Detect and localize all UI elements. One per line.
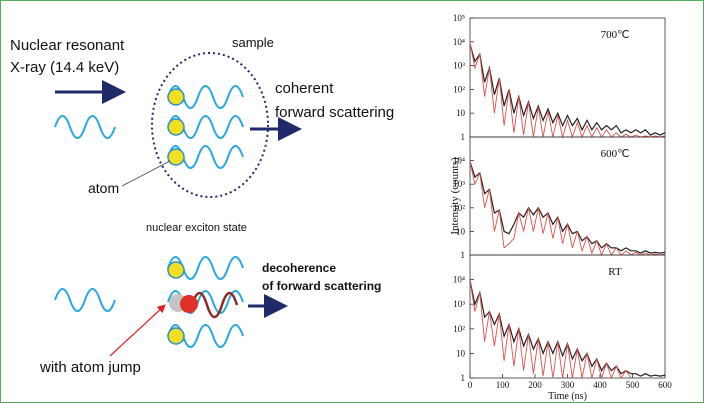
leader-line xyxy=(121,160,171,187)
y-tick-label: 10 xyxy=(456,108,466,118)
y-tick-label: 10⁴ xyxy=(453,275,465,285)
series-line xyxy=(469,161,666,257)
x-tick-label: 600 xyxy=(658,380,672,390)
shifted-wave xyxy=(190,291,239,319)
coherent-label: coherent xyxy=(275,80,334,97)
y-tick-label: 10³ xyxy=(453,179,465,189)
decoherence-label: of forward scattering xyxy=(262,279,381,293)
y-tick-label: 10³ xyxy=(453,61,465,71)
y-tick-label: 10⁵ xyxy=(453,13,465,23)
jump-pointer xyxy=(109,304,166,357)
x-axis-label: Time (ns) xyxy=(548,391,587,402)
atom xyxy=(167,261,185,279)
sample-ellipse xyxy=(151,52,269,198)
x-tick-label: 200 xyxy=(528,380,542,390)
series-line xyxy=(469,280,632,380)
charts: 11010²10³10⁴10⁵700℃11010²10³10⁴600℃Inten… xyxy=(449,13,672,402)
y-tick-label: 1 xyxy=(461,132,466,142)
exciton-label: nuclear exciton state xyxy=(146,222,247,234)
atom xyxy=(167,118,185,136)
series-line xyxy=(469,280,666,377)
y-tick-label: 1 xyxy=(461,373,466,383)
jump-label: with atom jump xyxy=(39,359,141,376)
y-axis-label: Intensity (counts) xyxy=(449,157,461,235)
atom xyxy=(167,327,185,345)
incident-label: X-ray (14.4 keV) xyxy=(10,59,119,76)
y-tick-label: 10⁴ xyxy=(453,156,465,166)
series-line xyxy=(469,43,666,136)
incident-label: Nuclear resonant xyxy=(10,37,125,54)
x-tick-label: 300 xyxy=(561,380,575,390)
y-tick-label: 1 xyxy=(461,250,466,260)
series-line xyxy=(469,42,666,139)
atom-label: atom xyxy=(88,180,119,196)
x-tick-label: 500 xyxy=(626,380,640,390)
panel-annotation: 700℃ xyxy=(601,29,630,41)
series-line xyxy=(469,161,666,254)
x-tick-label: 0 xyxy=(468,380,473,390)
wave xyxy=(54,115,116,139)
sample-label: sample xyxy=(232,35,274,50)
y-tick-label: 10⁴ xyxy=(453,37,465,47)
atom xyxy=(167,88,185,106)
wave xyxy=(54,288,116,312)
decoherence-label: decoherence xyxy=(262,261,336,275)
x-tick-label: 400 xyxy=(593,380,607,390)
y-tick-label: 10 xyxy=(456,348,466,358)
panel-annotation: RT xyxy=(608,266,622,278)
y-tick-label: 10² xyxy=(453,84,465,94)
panel-annotation: 600℃ xyxy=(601,148,630,160)
plot-frame xyxy=(469,136,666,256)
y-tick-label: 10³ xyxy=(453,299,465,309)
y-tick-label: 10² xyxy=(453,324,465,334)
y-tick-label: 10 xyxy=(456,226,466,236)
coherent-label: forward scattering xyxy=(275,104,394,121)
jumping-atom xyxy=(180,295,198,313)
atom xyxy=(167,148,185,166)
x-tick-label: 100 xyxy=(496,380,510,390)
y-tick-label: 10² xyxy=(453,203,465,213)
